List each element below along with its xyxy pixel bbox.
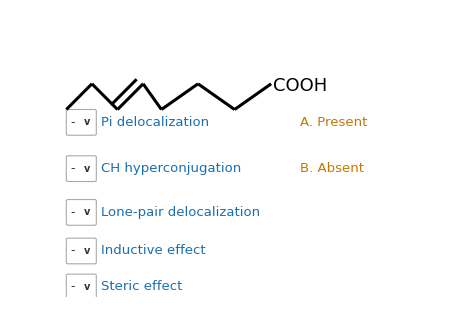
Text: v: v: [84, 282, 90, 292]
Text: Steric effect: Steric effect: [101, 281, 183, 294]
Text: Lone-pair delocalization: Lone-pair delocalization: [101, 206, 260, 219]
Text: -: -: [70, 281, 75, 294]
Text: COOH: COOH: [273, 77, 327, 96]
FancyBboxPatch shape: [66, 156, 96, 182]
Text: v: v: [84, 117, 90, 127]
Text: Pi delocalization: Pi delocalization: [101, 116, 209, 129]
Text: -: -: [70, 116, 75, 129]
FancyBboxPatch shape: [66, 110, 96, 135]
Text: B. Absent: B. Absent: [300, 162, 364, 175]
Text: CH hyperconjugation: CH hyperconjugation: [101, 162, 241, 175]
Text: -: -: [70, 206, 75, 219]
FancyBboxPatch shape: [66, 274, 96, 300]
FancyBboxPatch shape: [66, 199, 96, 225]
Text: v: v: [84, 164, 90, 174]
Text: v: v: [84, 207, 90, 217]
Text: v: v: [84, 246, 90, 256]
Text: -: -: [70, 162, 75, 175]
Text: A. Present: A. Present: [300, 116, 368, 129]
Text: -: -: [70, 244, 75, 258]
FancyBboxPatch shape: [66, 238, 96, 264]
Text: Inductive effect: Inductive effect: [101, 244, 206, 258]
